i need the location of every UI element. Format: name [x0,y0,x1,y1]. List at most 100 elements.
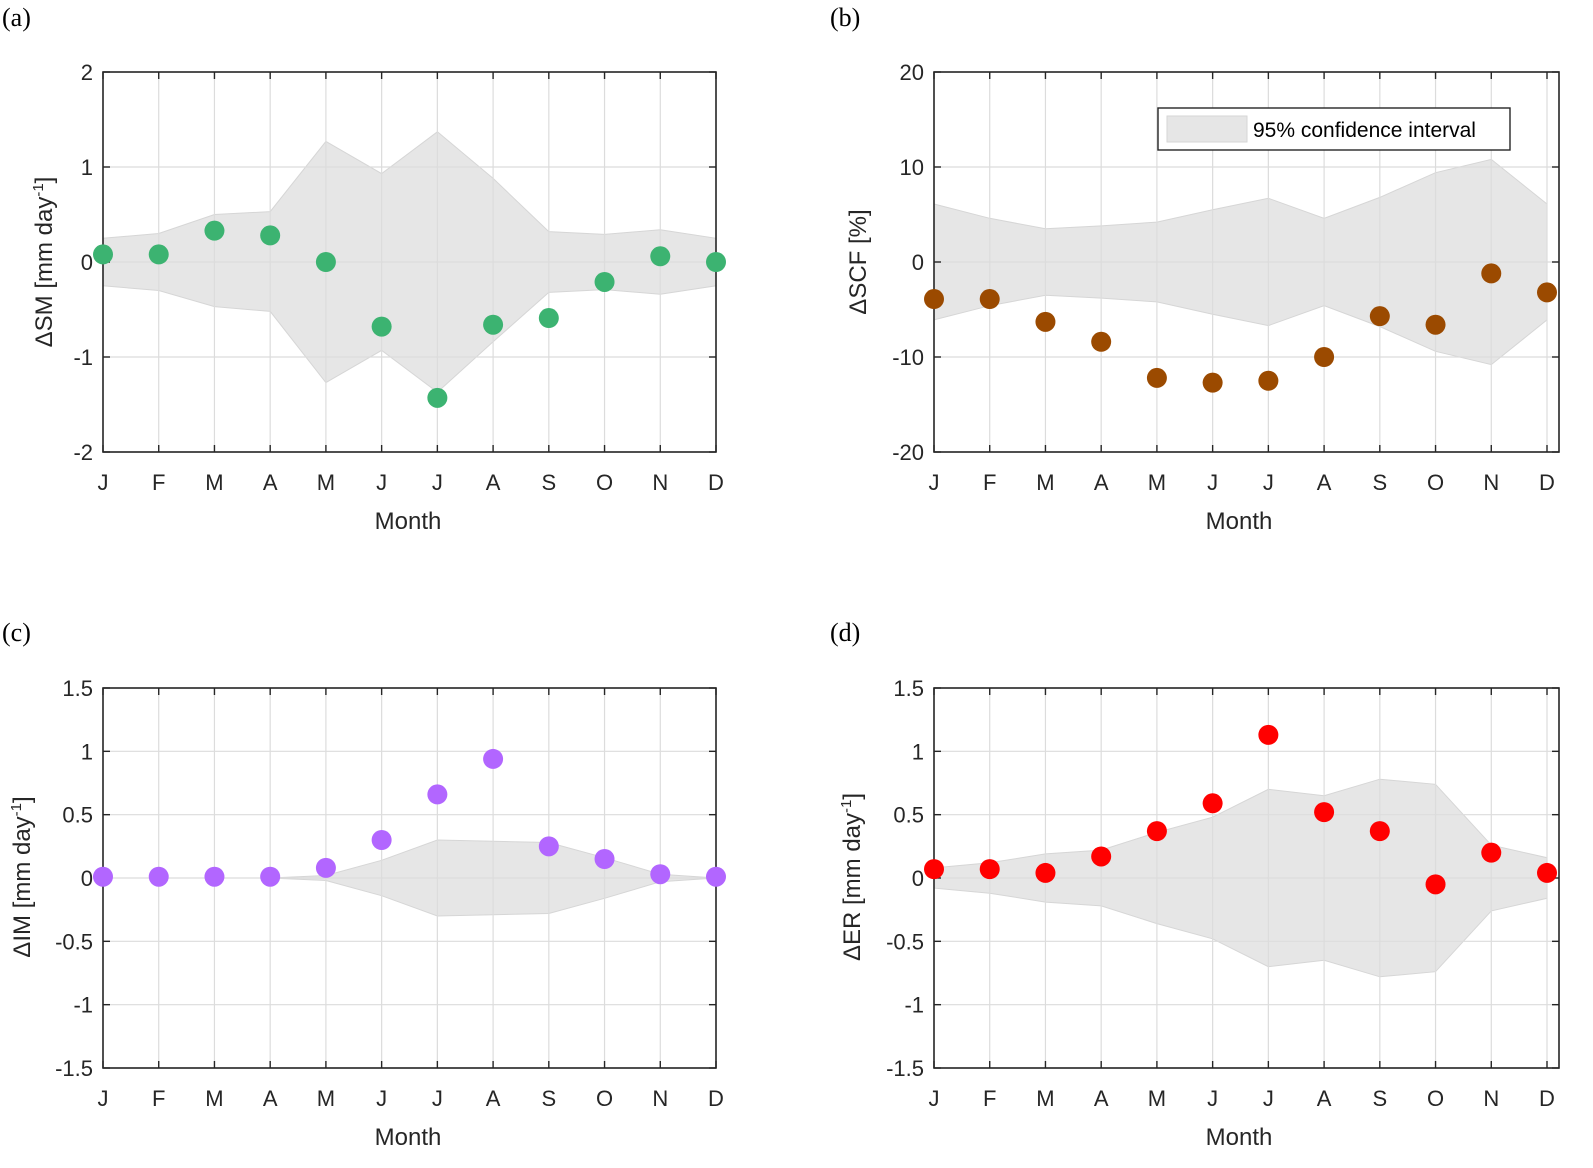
x-tick-label-d: M [1148,1086,1166,1111]
y-axis-label-d: ΔER [mm day-1] [838,793,866,961]
data-point-a [706,252,726,272]
y-tick-label-c: 1.5 [62,676,93,701]
data-point-c [204,866,225,887]
points-d [924,724,1557,895]
x-tick-label-d: N [1483,1086,1499,1111]
x-tick-label-d: O [1427,1086,1444,1111]
y-tick-label-b: 0 [912,250,924,275]
data-point-c [594,849,615,869]
x-tick-label-c: A [263,1086,278,1111]
y-ticks-b: -20 -10 0 10 20 [892,60,1559,465]
data-point-d [1258,724,1279,745]
data-point-d [1425,874,1446,895]
data-point-d [1091,846,1112,867]
data-point-a [204,220,225,241]
data-point-b [1258,370,1279,391]
y-tick-label-d: 0.5 [893,803,924,828]
data-point-a [650,246,671,267]
x-tick-label-b: M [1148,470,1166,495]
data-point-b [1425,314,1446,335]
x-tick-label-c: S [541,1086,556,1111]
y-tick-label-d: 1.5 [893,676,924,701]
x-tick-label-b: A [1317,470,1332,495]
panel-letter-c: (c) [2,618,31,647]
legend-label: 95% confidence interval [1253,119,1476,142]
grid-layer-a [102,71,717,453]
x-tick-label-d: F [983,1086,996,1111]
data-point-d [1369,821,1390,842]
y-axis-label-main-d: ΔER [mm day [839,813,866,961]
data-point-a [260,225,281,246]
data-point-d [1035,862,1056,883]
y-tick-label-a: 2 [81,60,93,85]
grid-layer-c [102,687,717,1069]
x-tick-label-a: M [317,470,335,495]
x-tick-label-c: O [596,1086,613,1111]
y-ticks-c: -1.5 -1 -0.5 0 0.5 1 1.5 [55,676,716,1081]
y-tick-label-b: 10 [900,155,924,180]
y-axis-label-a: ΔSM [mm day-1] [30,177,58,348]
legend-swatch [1166,115,1248,143]
data-point-a [594,271,615,292]
data-point-c [315,857,336,878]
y-axis-label-sup-a: -1 [30,183,47,196]
x-tick-label-a: O [596,470,613,495]
x-tick-label-b: D [1539,470,1555,495]
y-tick-label-d: 0 [912,866,924,891]
panel-letter-a: (a) [2,3,31,32]
x-tick-label-d: A [1094,1086,1109,1111]
points-c [93,748,726,887]
y-ticks-a: -2 -1 0 1 2 [73,60,716,465]
x-tick-label-a: D [708,470,724,495]
x-tick-label-c: M [317,1086,335,1111]
x-tick-label-c: F [152,1086,165,1111]
y-axis-label-sup-c: -1 [8,803,25,816]
data-point-a [483,314,504,335]
x-tick-label-b: F [983,470,996,495]
y-tick-label-a: 0 [81,250,93,275]
y-axis-label-c: ΔIM [mm day-1] [8,796,36,957]
x-axis-label-a: Month [375,508,442,535]
data-point-c [148,866,169,887]
data-point-c [650,864,671,885]
panel-letter-b: (b) [830,3,860,32]
data-point-c [538,836,559,857]
x-tick-label-a: F [152,470,165,495]
x-tick-label-a: A [486,470,501,495]
data-point-d [1537,862,1557,883]
x-tick-label-a: J [432,470,443,495]
x-tick-label-c: D [708,1086,724,1111]
y-axis-label-end-d: ] [839,793,866,800]
points-a [93,220,726,408]
x-tick-label-a: A [263,470,278,495]
x-tick-label-c: A [486,1086,501,1111]
data-point-c [371,830,392,850]
panel-b: (b) -20 -10 0 10 20 J F M A M J J A S O N D 95% confide… [830,3,1560,535]
x-tick-label-d: J [1263,1086,1274,1111]
y-axis-label-sup-d: -1 [838,800,855,813]
panel-letter-d: (d) [830,618,860,647]
x-tick-label-a: S [541,470,556,495]
data-point-a [538,308,559,329]
data-point-b [1091,331,1112,352]
x-tick-label-c: J [98,1086,109,1111]
y-tick-label-a: 1 [81,155,93,180]
data-point-d [1314,802,1335,823]
data-point-c [706,866,726,887]
x-tick-label-c: J [432,1086,443,1111]
x-axis-label-c: Month [375,1124,442,1151]
x-tick-label-b: N [1483,470,1499,495]
x-tick-label-b: J [929,470,940,495]
panel-a: (a) -2 -1 0 1 2 J F M A M J J A S O N D Month ΔSM [mm d… [2,3,726,535]
x-tick-label-b: J [1207,470,1218,495]
y-tick-label-c: 1 [81,739,93,764]
data-point-c [483,748,504,769]
x-tick-label-d: J [1207,1086,1218,1111]
x-tick-label-d: J [929,1086,940,1111]
y-tick-label-c: 0 [81,866,93,891]
